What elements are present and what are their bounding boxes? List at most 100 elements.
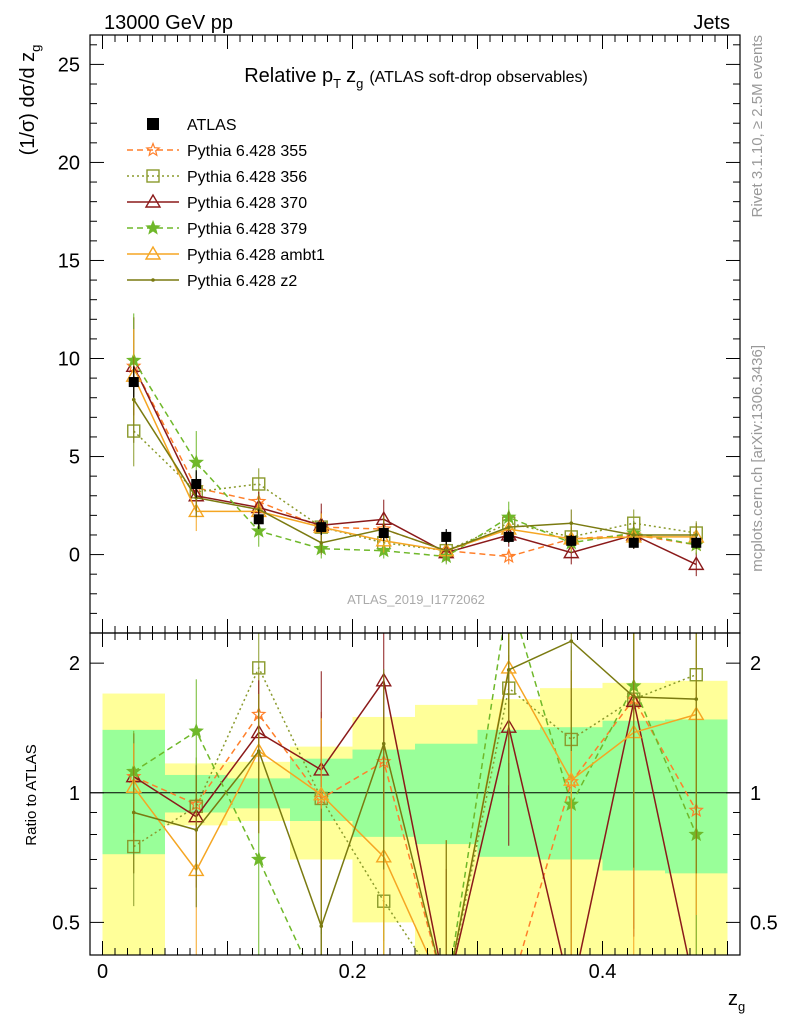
marker-square [252, 661, 266, 675]
legend-marker-reference [147, 118, 159, 130]
y-tick-label: 15 [58, 250, 80, 272]
title-part-a: Relative p [244, 65, 333, 87]
reference-point [378, 528, 389, 539]
legend: ATLAS Pythia 6.428 355 Pythia 6.428 356 Pyt… [127, 117, 325, 290]
ratio-line [133, 640, 697, 955]
ratio-series-5 [131, 633, 699, 955]
x-tick-label: 0.4 [589, 961, 617, 983]
marker-triangle [144, 245, 162, 260]
ratio-y-tick-label: 2 [69, 653, 80, 675]
legend-label: Pythia 6.428 356 [187, 169, 307, 186]
marker-dot [256, 749, 261, 753]
header-left: 13000 GeV pp [104, 12, 233, 34]
ratio-y-axis-label: Ratio to ATLAS [23, 744, 40, 845]
ratio-plot-area [90, 633, 740, 955]
marker-dot [569, 639, 574, 643]
ratio-line [133, 665, 697, 955]
marker-dot [631, 533, 636, 537]
watermark: ATLAS_2019_I1772062 [347, 592, 485, 607]
rivet-info: Rivet 3.1.10, ≥ 2.5M events [749, 35, 766, 218]
mcplots-info: mcplots.cern.ch [arXiv:1306.3436] [749, 345, 766, 572]
marker-star [188, 723, 204, 738]
marker-dot [131, 810, 136, 815]
chart-layer: 0 5 10 15 20 25 0 0.2 0.4 0.5 0.5 1 1 2 2 ATLAS Pythia 6… [52, 34, 778, 983]
marker-triangle [375, 532, 392, 547]
series-line [133, 375, 697, 552]
reference-point [316, 522, 327, 533]
y-tick-label: 5 [69, 447, 80, 469]
marker-dot [381, 741, 386, 746]
legend-label: Pythia 6.428 370 [187, 195, 307, 212]
header-right: Jets [693, 12, 730, 34]
y-axis-label: (1/σ) dσ/d zg [17, 45, 43, 156]
marker-triangle [563, 544, 580, 559]
title-part-b: T [333, 76, 341, 91]
reference-point [191, 478, 202, 489]
ratio-line [133, 697, 697, 955]
marker-dot [444, 548, 449, 553]
series-line [133, 366, 697, 558]
y-tick-label: 10 [58, 349, 80, 371]
reference-point [691, 537, 702, 548]
title-part-d: g [356, 76, 363, 91]
series-line [133, 360, 697, 558]
legend-label-reference: ATLAS [187, 117, 237, 134]
marker-triangle [144, 193, 162, 208]
marker-dot [319, 541, 324, 545]
ylabel-part-a: (1/σ) dσ/d z [17, 52, 39, 156]
series-line [133, 366, 697, 566]
ratio-y-tick-label-right: 2 [750, 653, 761, 675]
ratio-y-tick-label: 1 [69, 783, 80, 805]
marker-square [252, 477, 266, 491]
legend-label: Pythia 6.428 355 [187, 143, 307, 160]
reference-point [128, 377, 139, 388]
marker-dot [151, 278, 155, 282]
marker-dot [569, 521, 574, 526]
y-tick-label: 0 [69, 545, 80, 567]
marker-dot [194, 828, 199, 832]
title-part-c: z [346, 65, 356, 87]
series-4 [125, 329, 705, 561]
ylabel-part-b: g [28, 45, 43, 52]
marker-star [501, 548, 517, 564]
marker-dot [694, 697, 699, 701]
marker-star [251, 851, 267, 867]
chart-title: Relative pT zg (ATLAS soft-drop observable… [244, 65, 588, 91]
marker-dot [131, 397, 136, 402]
ratio-line [133, 678, 689, 955]
series-5 [131, 356, 699, 561]
reference-data [128, 366, 702, 549]
ratio-y-tick-label: 0.5 [52, 912, 80, 934]
marker-star [145, 219, 161, 235]
ratio-line [133, 633, 697, 955]
ratio-y-tick-label-right: 1 [750, 783, 761, 805]
y-tick-label: 20 [58, 152, 80, 174]
marker-dot [319, 924, 324, 928]
ratio-line [133, 666, 697, 955]
x-tick-label: 0.2 [339, 961, 367, 983]
series-line [133, 430, 697, 552]
x-tick-label: 0 [97, 961, 108, 983]
x-axis-label: zg [728, 988, 745, 1014]
ratio-y-tick-label-right: 0.5 [750, 912, 778, 934]
marker-dot [694, 533, 699, 537]
marker-square [146, 169, 160, 183]
series-line [133, 399, 697, 552]
marker-triangle [313, 786, 330, 801]
marker-triangle [688, 555, 705, 571]
y-tick-label: 25 [58, 54, 80, 76]
legend-label: Pythia 6.428 379 [187, 221, 307, 238]
reference-point [566, 535, 577, 546]
marker-triangle [563, 771, 580, 786]
marker-dot [194, 495, 199, 500]
marker-star [188, 454, 204, 470]
marker-dot [506, 525, 511, 529]
reference-point [503, 531, 514, 542]
main-plot-area [125, 313, 705, 577]
reference-point [628, 537, 639, 548]
marker-star [145, 141, 161, 157]
marker-star [251, 522, 267, 538]
marker-dot [631, 695, 636, 699]
legend-label: Pythia 6.428 z2 [187, 273, 297, 290]
